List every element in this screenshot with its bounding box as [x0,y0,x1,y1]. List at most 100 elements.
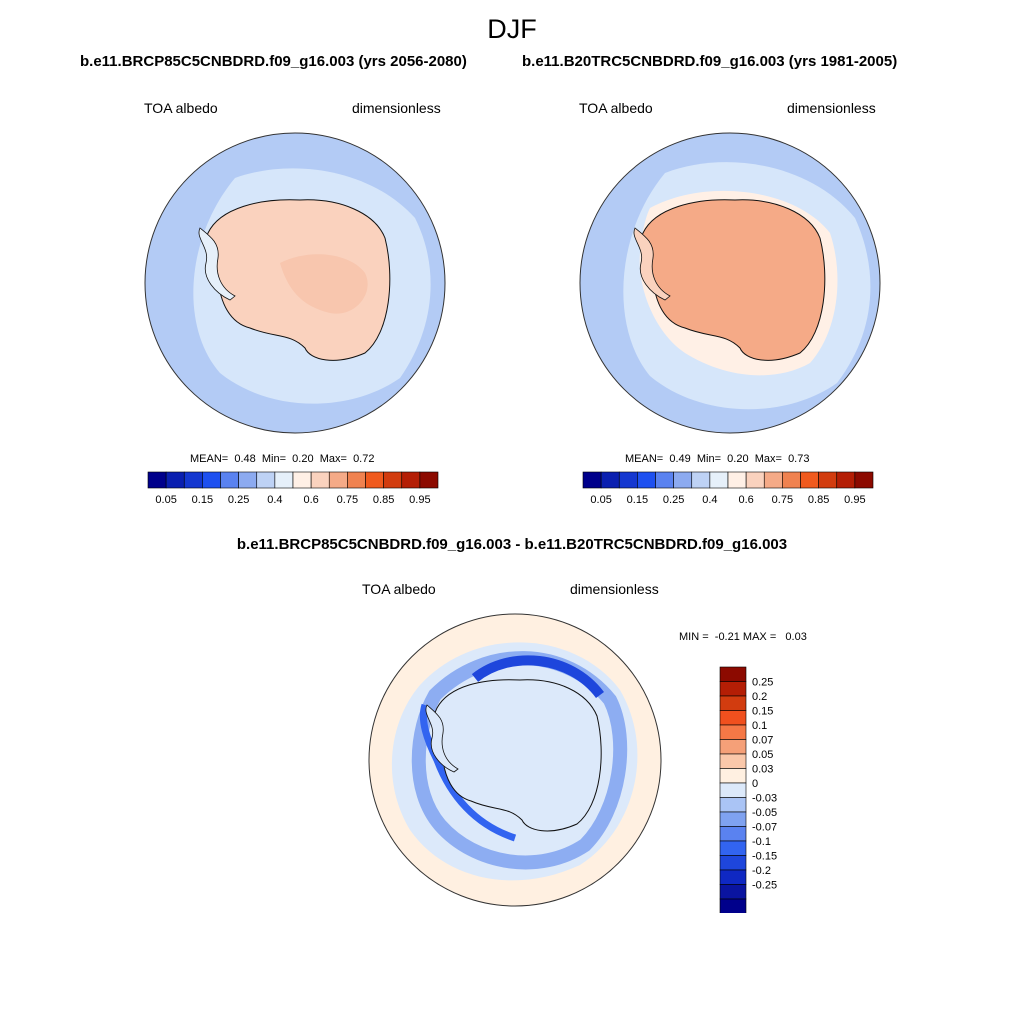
min-value: 0.20 [292,453,314,465]
colorbar-tick-label: 0.05 [752,749,773,761]
colorbar-tick-label: 0.15 [627,494,648,506]
min-label: MIN = [679,631,709,643]
colorbar-swatch [292,471,312,489]
diff-units: dimensionless [570,581,659,597]
colorbar-tick-label: 0.25 [228,494,249,506]
panel1-case-title: b.e11.BRCP85C5CNBDRD.f09_g16.003 (yrs 20… [80,53,467,70]
colorbar-swatch [719,768,747,784]
colorbar-swatch [854,471,874,489]
antarctica-land [640,199,826,361]
colorbar-tick-label: 0.05 [590,494,611,506]
decline-band-west [419,703,517,842]
colorbar-swatch [719,840,747,856]
colorbar-swatch [147,471,167,489]
colorbar-swatch [328,471,348,489]
mean-label: MEAN= [190,453,229,465]
colorbar-swatch [763,471,783,489]
antarctica-land [432,679,602,832]
map-boundary [579,132,881,434]
colorbar-tick-label: 0.25 [752,677,773,689]
colorbar-swatch [347,471,366,489]
min-label: Min= [696,453,722,465]
colorbar-swatch [274,471,294,489]
colorbar-tick-label: -0.15 [752,851,777,863]
panel1-units: dimensionless [352,100,441,116]
colorbar-swatch [310,471,330,489]
map-boundary [144,132,446,434]
colorbar-tick-label: 0.05 [155,494,176,506]
colorbar-tick-label: 0.75 [772,494,793,506]
colorbar-tick-label: 0.95 [409,494,430,506]
colorbar-swatch [719,811,747,827]
colorbar-swatch [719,797,747,813]
antarctic-peninsula [633,227,671,301]
antarctic-peninsula [425,704,459,773]
panel1-variable: TOA albedo [144,100,218,116]
colorbar-swatch [183,471,203,489]
diff-colorbar: 0.25 0.2 0.15 0.1 0.07 0.05 0.03 0 -0.03 -0.05 -0.… [719,666,777,913]
colorbar-swatch [719,782,747,798]
colorbar-swatch [727,471,747,489]
panel2-units: dimensionless [787,100,876,116]
colorbar-swatch [238,471,258,489]
map-boundary [368,613,662,907]
colorbar-tick-label: 0.75 [337,494,358,506]
colorbar-tick-label: 0.6 [738,494,753,506]
colorbar-swatch [719,739,747,755]
colorbar-swatch [637,471,656,489]
colorbar-tick-label: 0.15 [752,706,773,718]
panel1-colorbar: 0.05 0.15 0.25 0.4 0.6 0.75 0.85 0.95 [147,471,439,506]
max-value: 0.73 [788,453,810,465]
colorbar-swatch [256,471,276,489]
colorbar-tick-label: 0.4 [702,494,717,506]
colorbar-swatch [655,471,674,489]
colorbar-tick-label: 0.95 [844,494,865,506]
colorbar-swatch [165,471,185,489]
strong-decline-band [471,655,604,699]
diff-stats: MIN = -0.21 MAX = 0.03 [679,631,807,643]
min-value: 0.20 [727,453,749,465]
colorbar-swatch [719,710,747,726]
max-value: 0.03 [785,631,807,643]
colorbar-tick-label: -0.03 [752,793,777,805]
colorbar-tick-label: 0.1 [752,720,767,732]
diff-polar-map [368,613,662,907]
colorbar-swatch [719,695,747,711]
colorbar-swatch [745,471,765,489]
colorbar-swatch [202,471,221,489]
max-value: 0.72 [353,453,375,465]
colorbar-tick-label: 0 [752,778,758,790]
panel1-polar-map [144,132,446,434]
mean-value: 0.49 [669,453,691,465]
colorbar-swatch [419,471,439,489]
colorbar-swatch [836,471,856,489]
colorbar-swatch [719,753,747,769]
panel2-colorbar: 0.05 0.15 0.25 0.4 0.6 0.75 0.85 0.95 [582,471,874,506]
colorbar-swatch [818,471,838,489]
colorbar-swatch [582,471,602,489]
colorbar-swatch [800,471,819,489]
colorbar-tick-label: 0.4 [267,494,282,506]
diff-title: b.e11.BRCP85C5CNBDRD.f09_g16.003 - b.e11… [236,536,788,553]
colorbar-swatch [719,855,747,871]
max-label: Max= [754,453,782,465]
panel1-stats: MEAN= 0.48 Min= 0.20 Max= 0.72 [190,453,374,465]
min-label: Min= [261,453,287,465]
colorbar-tick-label: -0.25 [752,880,777,892]
colorbar-swatch [383,471,403,489]
colorbar-swatch [719,681,747,697]
colorbar-swatch [719,826,747,842]
colorbar-tick-label: 0.15 [192,494,213,506]
colorbar-tick-label: 0.6 [303,494,318,506]
panel2-polar-map [579,132,881,434]
colorbar-tick-label: 0.85 [373,494,394,506]
panel2-variable: TOA albedo [579,100,653,116]
panel2-case-title: b.e11.B20TRC5CNBDRD.f09_g16.003 (yrs 198… [522,53,898,70]
mean-label: MEAN= [625,453,664,465]
colorbar-tick-label: -0.07 [752,822,777,834]
colorbar-tick-label: 0.85 [808,494,829,506]
colorbar-swatch [719,666,747,682]
colorbar-swatch [691,471,711,489]
colorbar-tick-label: 0.25 [663,494,684,506]
colorbar-swatch [401,471,421,489]
